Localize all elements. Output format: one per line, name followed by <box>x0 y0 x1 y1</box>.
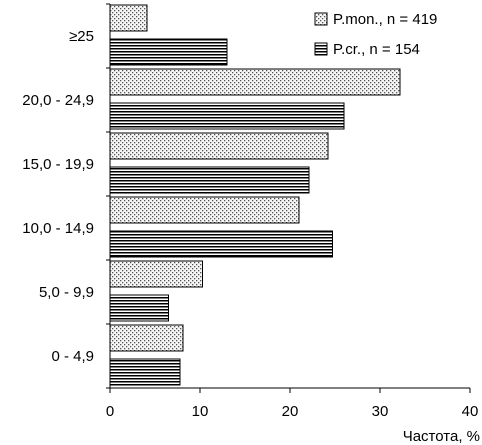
axes-layer <box>106 3 471 393</box>
bar-dots-2 <box>109 196 300 224</box>
bar-stripes-3 <box>109 166 310 194</box>
bar-dots-4 <box>109 68 401 96</box>
bar-stripes-1 <box>109 294 169 322</box>
bar-stripes-2 <box>109 230 333 258</box>
category-label: 15,0 - 19,9 <box>22 156 94 173</box>
bar-stripes-4 <box>109 102 345 130</box>
x-tick-label: 10 <box>192 403 209 420</box>
bars-layer <box>109 4 401 386</box>
x-tick-label: 0 <box>106 403 114 420</box>
legend-label: P.mon., n = 419 <box>333 11 437 28</box>
legend-swatch-stripes <box>314 42 328 56</box>
labels-layer: 0 - 4,9 5,0 - 9,9 10,0 - 14,9 15,0 - 19,9 20… <box>22 28 480 445</box>
bar-dots-3 <box>109 132 329 160</box>
legend-label: P.cr., n = 154 <box>333 41 420 58</box>
x-tick-label: 20 <box>282 403 299 420</box>
legend: P.mon., n = 419 P.cr., n = 154 <box>314 11 437 58</box>
category-label: ≥25 <box>69 28 94 45</box>
legend-swatch-dots <box>314 12 328 26</box>
bar-dots-0 <box>109 324 184 352</box>
category-label: 10,0 - 14,9 <box>22 220 94 237</box>
x-axis-title: Частота, % <box>403 428 480 445</box>
category-label: 5,0 - 9,9 <box>39 284 94 301</box>
bar-stripes-0 <box>109 358 181 386</box>
bar-dots-5 <box>109 4 148 32</box>
category-label: 20,0 - 24,9 <box>22 92 94 109</box>
x-tick-label: 30 <box>372 403 389 420</box>
x-tick-label: 40 <box>462 403 479 420</box>
bar-stripes-5 <box>109 38 228 66</box>
bar-dots-1 <box>109 260 204 288</box>
category-label: 0 - 4,9 <box>51 348 94 365</box>
